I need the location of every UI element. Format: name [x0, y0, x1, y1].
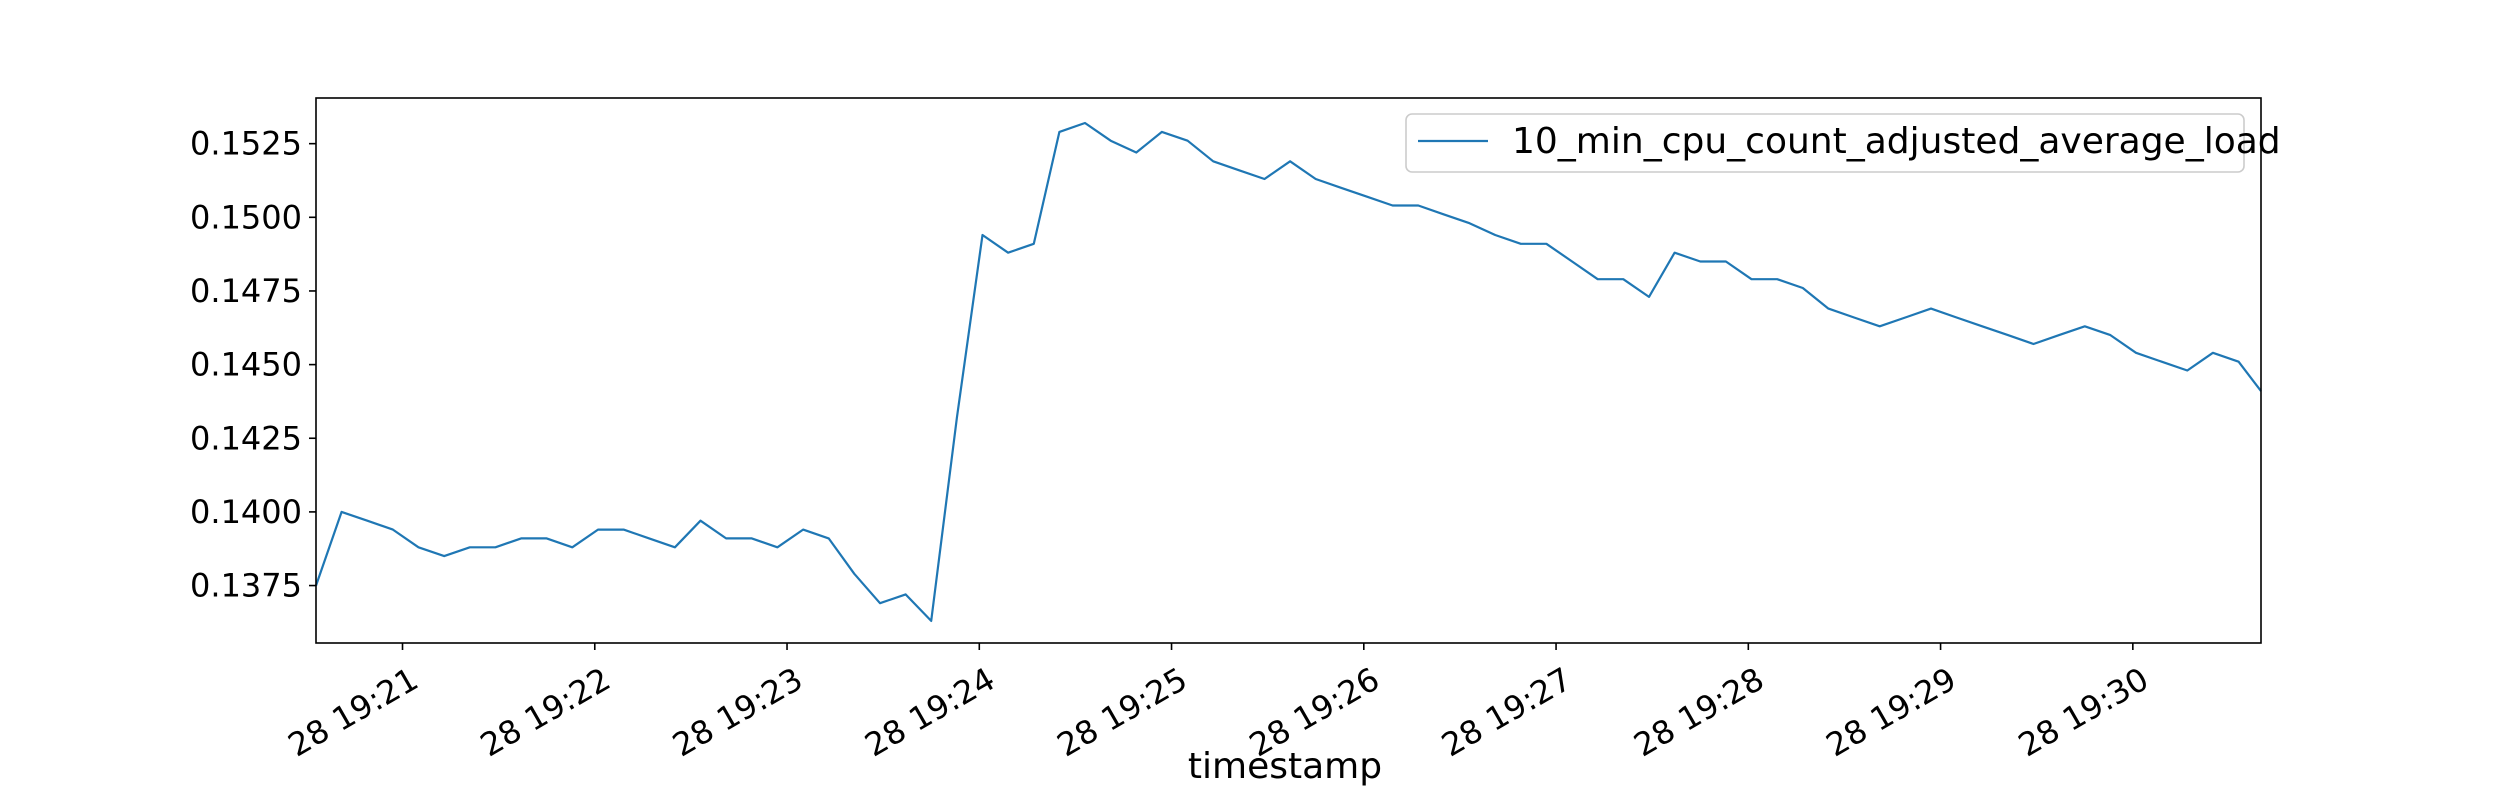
- x-tick-label: 28 19:27: [1435, 660, 1578, 764]
- legend-box: [1405, 113, 2245, 173]
- x-tick-label: 28 19:23: [666, 660, 809, 764]
- x-axis-title: timestamp: [1188, 746, 1382, 787]
- x-tick-label: 28 19:29: [1820, 660, 1963, 764]
- y-axis: 0.1375 0.1400 0.1425 0.1450 0.1475 0.1500 0.15…: [190, 125, 316, 605]
- plot-frame: [315, 97, 2262, 644]
- x-tick-label: 28 19:30: [2012, 660, 2155, 764]
- x-tick-label: 28 19:25: [1051, 660, 1194, 764]
- x-tick-label: 28 19:28: [1627, 660, 1770, 764]
- y-tick-label: 0.1450: [190, 346, 302, 384]
- x-tick-label: 28 19:22: [474, 660, 617, 764]
- legend-label: 10_min_cpu_count_adjusted_average_load: [1512, 121, 2281, 162]
- y-tick-label: 0.1400: [190, 493, 302, 531]
- x-tick-label: 28 19:21: [282, 660, 425, 764]
- x-tick-label: 28 19:24: [858, 660, 1001, 764]
- legend: 10_min_cpu_count_adjusted_average_load: [1405, 113, 2281, 173]
- y-tick-label: 0.1425: [190, 419, 302, 457]
- series-line: [314, 121, 2262, 623]
- plot-background: [316, 98, 2261, 643]
- y-tick-label: 0.1525: [190, 125, 302, 163]
- y-tick-label: 0.1375: [190, 567, 302, 605]
- y-tick-label: 0.1500: [190, 198, 302, 236]
- y-tick-label: 0.1475: [190, 272, 302, 310]
- series-layer: [314, 121, 2262, 623]
